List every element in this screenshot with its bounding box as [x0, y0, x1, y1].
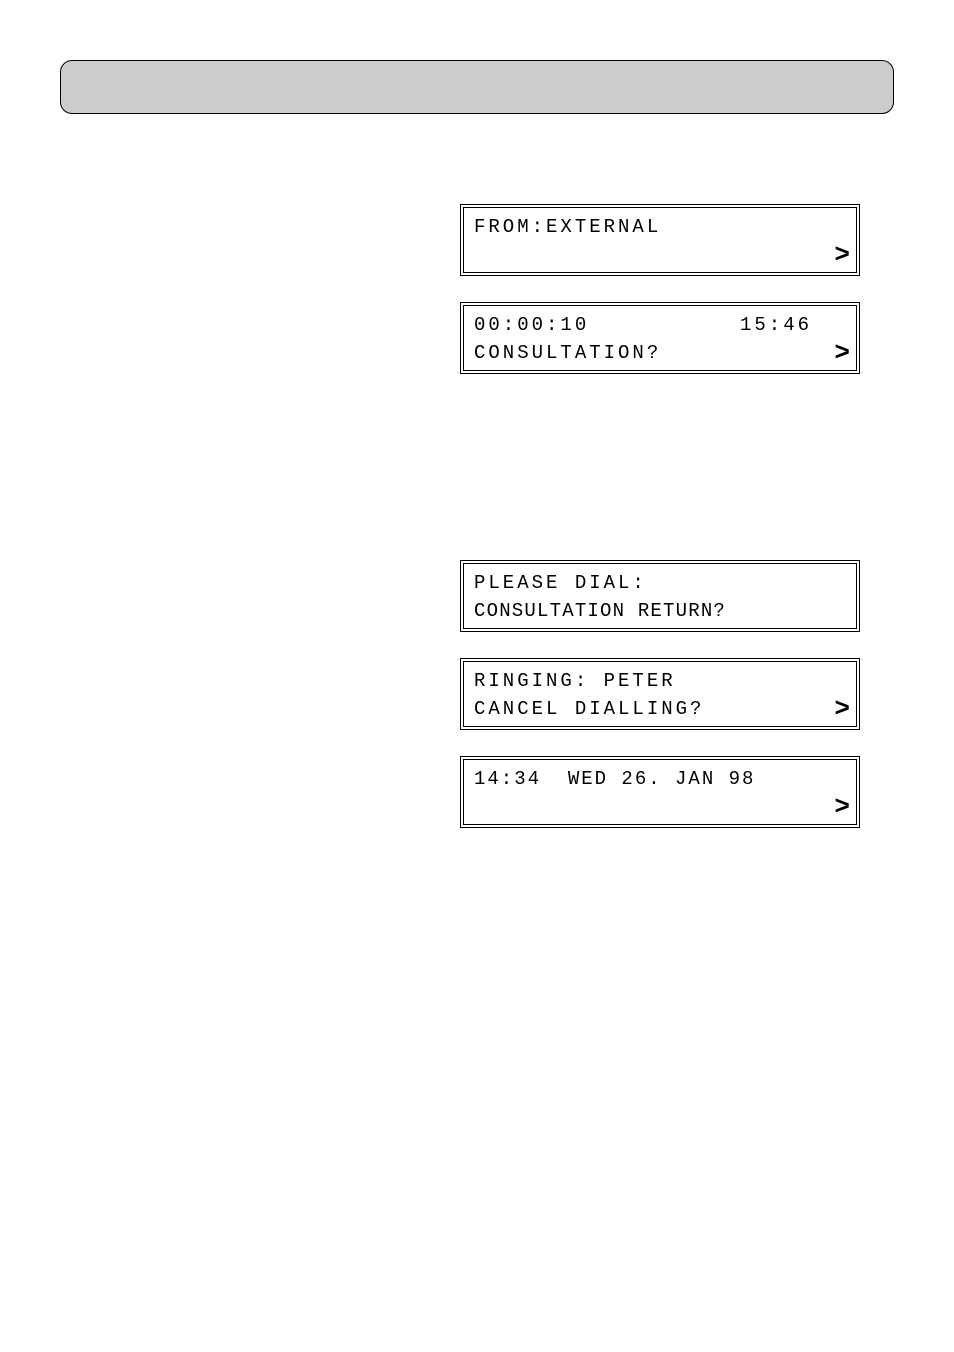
lcd4-line2: CANCEL DIALLING?: [474, 698, 704, 720]
chevron-right-icon: >: [834, 246, 850, 264]
lcd2-line1-left: 00:00:10: [474, 314, 589, 336]
chevron-right-icon: >: [834, 344, 850, 362]
lcd2-line2: CONSULTATION?: [474, 342, 661, 364]
lcd-display-4: RINGING: PETER CANCEL DIALLING? >: [460, 658, 860, 730]
lcd2-line1-right: 15:46: [740, 314, 850, 336]
lcd-display-3: PLEASE DIAL: CONSULTATION RETURN?: [460, 560, 860, 632]
lcd1-line1: FROM:EXTERNAL: [474, 216, 661, 238]
lcd3-line2: CONSULTATION RETURN?: [474, 600, 726, 622]
lcd4-line1: RINGING: PETER: [474, 670, 676, 692]
lcd-display-2: 00:00:10 15:46 CONSULTATION? >: [460, 302, 860, 374]
lcd-display-5: 14:34 WED 26. JAN 98 >: [460, 756, 860, 828]
header-bar: [60, 60, 894, 114]
chevron-right-icon: >: [834, 700, 850, 718]
lcd3-line1: PLEASE DIAL:: [474, 572, 647, 594]
lcd-display-1: FROM:EXTERNAL >: [460, 204, 860, 276]
lcd-column: FROM:EXTERNAL > 00:00:10 15:46 CONSULTAT…: [460, 204, 860, 828]
chevron-right-icon: >: [834, 798, 850, 816]
document-page: FROM:EXTERNAL > 00:00:10 15:46 CONSULTAT…: [0, 0, 954, 1352]
spacer: [460, 400, 860, 560]
lcd5-line1: 14:34 WED 26. JAN 98: [474, 768, 755, 790]
